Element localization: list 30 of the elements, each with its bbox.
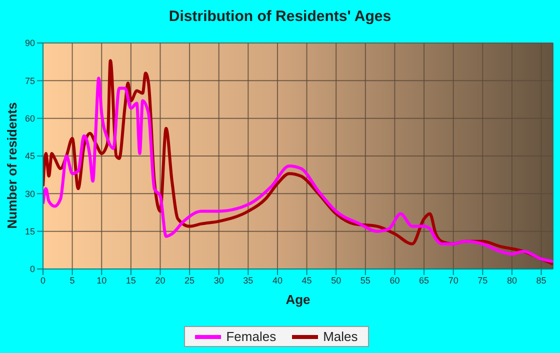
x-tick-label: 45 xyxy=(302,275,312,286)
legend-label: Females xyxy=(225,329,276,344)
chart-title: Distribution of Residents' Ages xyxy=(168,8,392,25)
x-tick-label: 5 xyxy=(70,275,75,286)
y-tick-label: 30 xyxy=(24,188,35,199)
y-tick-label: 45 xyxy=(24,151,35,162)
x-tick-label: 85 xyxy=(536,275,546,286)
x-tick-label: 80 xyxy=(506,275,517,286)
x-tick-label: 0 xyxy=(40,275,46,286)
x-tick-label: 70 xyxy=(448,275,458,286)
x-tick-label: 15 xyxy=(126,275,136,286)
x-tick-label: 10 xyxy=(96,275,107,286)
x-tick-label: 20 xyxy=(155,275,166,286)
x-tick-label: 35 xyxy=(243,275,254,286)
x-tick-label: 65 xyxy=(419,275,430,286)
x-tick-label: 40 xyxy=(272,275,282,286)
x-tick-label: 30 xyxy=(214,275,224,286)
x-tick-label: 50 xyxy=(331,275,342,286)
y-tick-label: 0 xyxy=(30,264,35,274)
y-tick-label: 60 xyxy=(24,114,35,124)
x-tick-label: 55 xyxy=(360,275,370,286)
x-tick-label: 60 xyxy=(390,275,400,286)
legend-label: Males xyxy=(322,329,358,344)
y-tick-label: 15 xyxy=(24,226,35,237)
x-tick-label: 25 xyxy=(184,275,195,286)
y-tick-label: 75 xyxy=(24,76,35,86)
x-tick-label: 75 xyxy=(478,275,488,286)
x-axis-title: Age xyxy=(284,292,312,307)
y-axis-title: Number of residents xyxy=(4,102,20,228)
y-tick-label: 90 xyxy=(24,38,35,48)
